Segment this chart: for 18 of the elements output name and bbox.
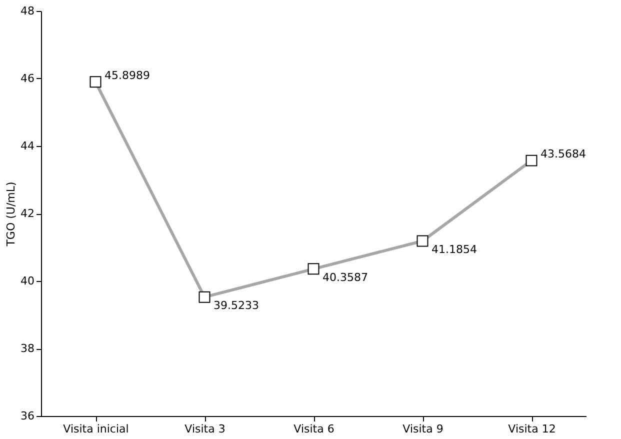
- x-tick-label: Visita 6: [294, 422, 334, 436]
- y-tick-label: 38: [20, 342, 34, 355]
- x-tick-label: Visita inicial: [63, 422, 129, 436]
- x-tick-label: Visita 12: [508, 422, 556, 436]
- data-label: 41.1854: [432, 242, 477, 256]
- y-tick-label: 44: [20, 140, 34, 152]
- y-tick-label: 48: [20, 4, 34, 18]
- x-tick-label: Visita 9: [402, 422, 444, 436]
- y-tick-label: 36: [20, 410, 34, 422]
- data-label: 40.3587: [322, 270, 368, 284]
- y-axis-title: TGO (U/mL): [4, 182, 18, 248]
- x-tick-label: Visita 3: [184, 422, 226, 436]
- y-tick-label: 42: [20, 207, 34, 220]
- data-label: 39.5233: [214, 299, 259, 312]
- data-label: 45.8989: [104, 68, 150, 82]
- y-tick-label: 40: [20, 274, 34, 288]
- data-label: 43.5684: [540, 148, 586, 161]
- y-tick-label: 46: [20, 72, 34, 85]
